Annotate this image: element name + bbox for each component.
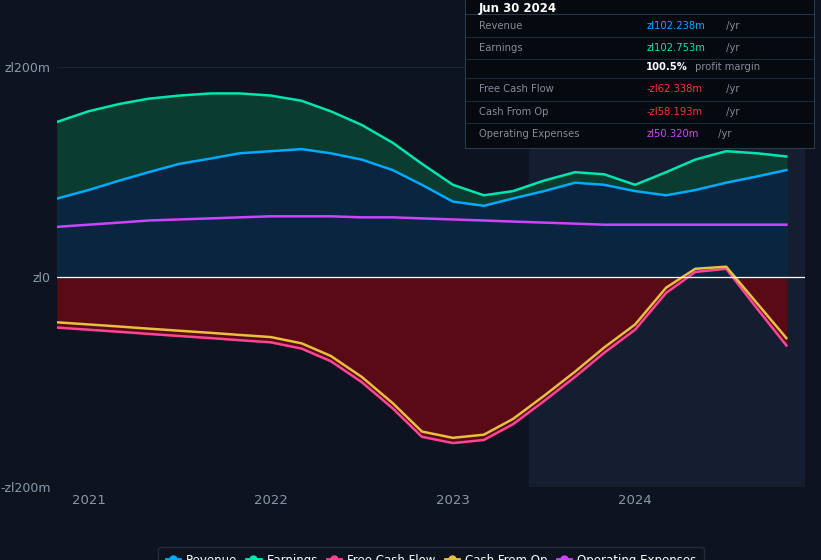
Text: Free Cash Flow: Free Cash Flow (479, 85, 553, 94)
Text: /yr: /yr (715, 129, 732, 139)
Text: Jun 30 2024: Jun 30 2024 (479, 2, 557, 15)
Text: Earnings: Earnings (479, 43, 522, 53)
Text: Cash From Op: Cash From Op (479, 107, 548, 116)
Text: zl102.238m: zl102.238m (646, 21, 705, 30)
Text: zl50.320m: zl50.320m (646, 129, 699, 139)
Text: -zl62.338m: -zl62.338m (646, 85, 702, 94)
Text: /yr: /yr (722, 107, 740, 116)
Legend: Revenue, Earnings, Free Cash Flow, Cash From Op, Operating Expenses: Revenue, Earnings, Free Cash Flow, Cash … (158, 547, 704, 560)
Text: Operating Expenses: Operating Expenses (479, 129, 579, 139)
Text: 100.5%: 100.5% (646, 62, 688, 72)
Text: Revenue: Revenue (479, 21, 522, 30)
Text: zl102.753m: zl102.753m (646, 43, 705, 53)
Text: /yr: /yr (722, 21, 740, 30)
Bar (530, 67, 821, 487)
Text: profit margin: profit margin (692, 62, 760, 72)
Text: -zl58.193m: -zl58.193m (646, 107, 702, 116)
Text: /yr: /yr (722, 43, 740, 53)
Text: /yr: /yr (722, 85, 740, 94)
